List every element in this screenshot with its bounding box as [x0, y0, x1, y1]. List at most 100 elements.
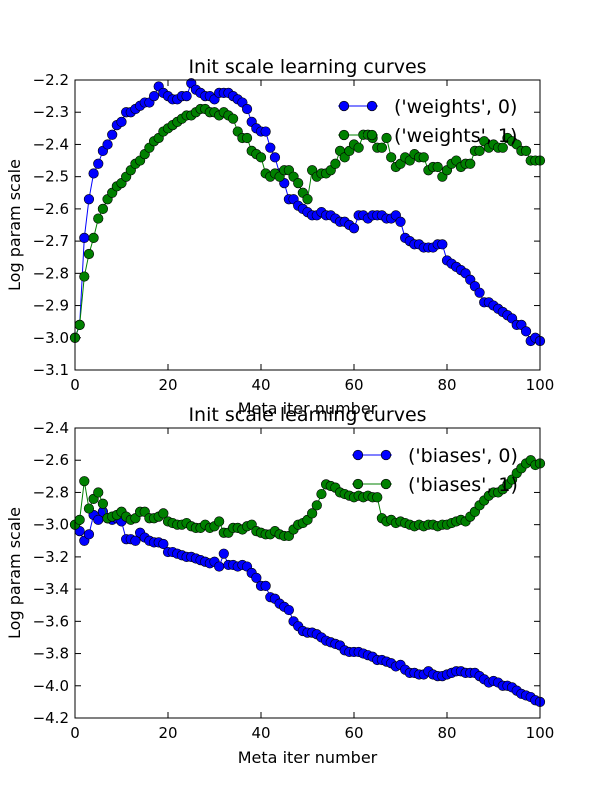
- weights-series-1-point: [293, 178, 304, 189]
- weights-legend-label-0: ('weights', 0): [394, 96, 517, 118]
- weights-series-0-point: [265, 142, 276, 153]
- biases-series-1-point: [74, 514, 85, 525]
- biases-series-0-point: [260, 580, 271, 591]
- biases-x-axis-label: Meta iter number: [238, 748, 378, 767]
- weights-y-axis-label: Log param scale: [5, 159, 24, 291]
- weights-series-0-point: [88, 168, 99, 179]
- biases-legend-label-0: ('biases', 0): [408, 445, 518, 467]
- weights-x-tick-label: 80: [437, 376, 456, 394]
- weights-series-0-point: [437, 239, 448, 250]
- weights-y-tick-label: −3.1: [33, 361, 69, 379]
- weights-series-1-point: [353, 142, 364, 153]
- biases-plot-frame: [74, 427, 541, 719]
- biases-series-1-point: [93, 487, 104, 498]
- biases-legend-label-1: ('biases', 1): [408, 474, 518, 496]
- weights-series-1-point: [79, 271, 90, 282]
- weights-series-1-point: [465, 158, 476, 169]
- weights-series-0-point: [348, 223, 360, 234]
- weights-series-0-point: [181, 91, 192, 102]
- weights-series-1-point: [255, 152, 267, 163]
- biases-x-tick-label: 100: [526, 724, 555, 742]
- weights-series-0-point: [83, 194, 95, 205]
- weights-series: [69, 78, 546, 347]
- biases-y-tick-label: −2.8: [33, 483, 69, 501]
- weights-series-0-point: [520, 326, 532, 337]
- weights-chart: 0 20 40 60 80 100 −3.1 −3.0 −2.9 −2.8 −2.7 −2.6 −2.5…: [5, 56, 554, 418]
- weights-y-tick-label: −3.0: [33, 329, 69, 347]
- weights-series-1-point: [381, 132, 392, 144]
- weights-legend-marker-1: [338, 129, 350, 141]
- weights-series-1-point: [302, 194, 313, 205]
- weights-series-0-point: [102, 139, 113, 150]
- weights-series-1-point: [418, 152, 429, 163]
- weights-x-axis-label: Meta iter number: [238, 399, 378, 418]
- biases-legend-marker-1b: [380, 478, 392, 490]
- biases-series-1-point: [311, 500, 322, 511]
- weights-x-tick-label: 0: [70, 376, 80, 394]
- biases-series-1-point: [97, 498, 108, 509]
- weights-y-tick-label: −2.9: [33, 297, 69, 315]
- weights-legend: ('weights', 0) ('weights', 1): [338, 96, 517, 147]
- biases-series-0-point: [251, 572, 262, 583]
- weights-y-tick-label: −2.3: [33, 103, 69, 121]
- biases-x-tick-label: 60: [344, 724, 363, 742]
- weights-series-0-point: [269, 152, 281, 163]
- weights-series-1-point: [497, 142, 508, 153]
- weights-series-1-point: [228, 113, 239, 124]
- biases-legend-marker-1: [352, 478, 364, 490]
- biases-series-0-point: [218, 548, 229, 559]
- biases-series-1-point: [79, 476, 90, 487]
- weights-series-1-point: [97, 203, 108, 214]
- weights-series-0-point: [107, 129, 118, 140]
- biases-series-1-point: [83, 503, 95, 514]
- weights-x-tick-label: 40: [251, 376, 270, 394]
- weights-series-1-point: [241, 132, 253, 144]
- weights-series-1-point: [376, 142, 388, 153]
- weights-y-tick-label: −2.4: [33, 135, 69, 153]
- weights-series-0-point: [395, 216, 406, 227]
- biases-series-1-point: [372, 492, 383, 503]
- biases-y-axis-label: Log param scale: [5, 507, 24, 639]
- weights-legend-marker-0b: [366, 100, 378, 112]
- weights-y-tick-label: −2.8: [33, 264, 69, 282]
- biases-y-tick-label: −3.8: [33, 645, 69, 663]
- weights-series-0-point: [148, 91, 160, 102]
- weights-y-tick-label: −2.2: [33, 71, 69, 89]
- weights-series-1-point: [74, 319, 85, 330]
- weights-x-tick-label: 60: [344, 376, 363, 394]
- biases-y-tick-label: −4.0: [33, 677, 69, 695]
- biases-y-tick-label: −2.6: [33, 451, 69, 469]
- weights-series-1-point: [88, 232, 99, 243]
- biases-x-tick-label: 80: [437, 724, 456, 742]
- weights-series-0-point: [79, 232, 90, 243]
- biases-legend: ('biases', 0) ('biases', 1): [352, 445, 518, 496]
- biases-chart: 0 20 40 60 80 100 −4.2 −4.0 −3.8 −3.6 −3.4 −3.2 −3.0…: [5, 404, 554, 767]
- weights-chart-title: Init scale learning curves: [188, 56, 426, 78]
- biases-series-0-point: [83, 529, 95, 540]
- biases-series-0-point: [130, 535, 141, 546]
- biases-series-1-point: [214, 516, 225, 527]
- weights-x-tick-label: 20: [158, 376, 177, 394]
- biases-legend-marker-0: [352, 449, 364, 461]
- weights-series-0-point: [260, 126, 271, 137]
- biases-y-tick-label: −3.6: [33, 612, 69, 630]
- weights-series-1-point: [520, 145, 532, 156]
- weights-plot-area: [75, 80, 540, 370]
- biases-chart-title: Init scale learning curves: [188, 404, 426, 426]
- biases-series: [69, 455, 546, 707]
- biases-y-tick-label: −4.2: [33, 709, 69, 727]
- weights-series-0-point: [116, 116, 127, 127]
- weights-legend-label-1: ('weights', 1): [394, 125, 517, 147]
- biases-series-0-point: [283, 604, 295, 616]
- biases-y-tick-label: −3.4: [33, 580, 69, 598]
- biases-y-tick-label: −3.0: [33, 516, 69, 534]
- weights-x-tick-label: 100: [526, 376, 555, 394]
- weights-legend-marker-0: [338, 100, 350, 112]
- biases-x-tick-label: 0: [70, 724, 80, 742]
- weights-y-tick-label: −2.7: [33, 232, 69, 250]
- biases-x-tick-label: 40: [251, 724, 270, 742]
- weights-plot-frame: [74, 79, 541, 371]
- biases-y-tick-label: −3.2: [33, 548, 69, 566]
- biases-series-1-point: [316, 488, 327, 500]
